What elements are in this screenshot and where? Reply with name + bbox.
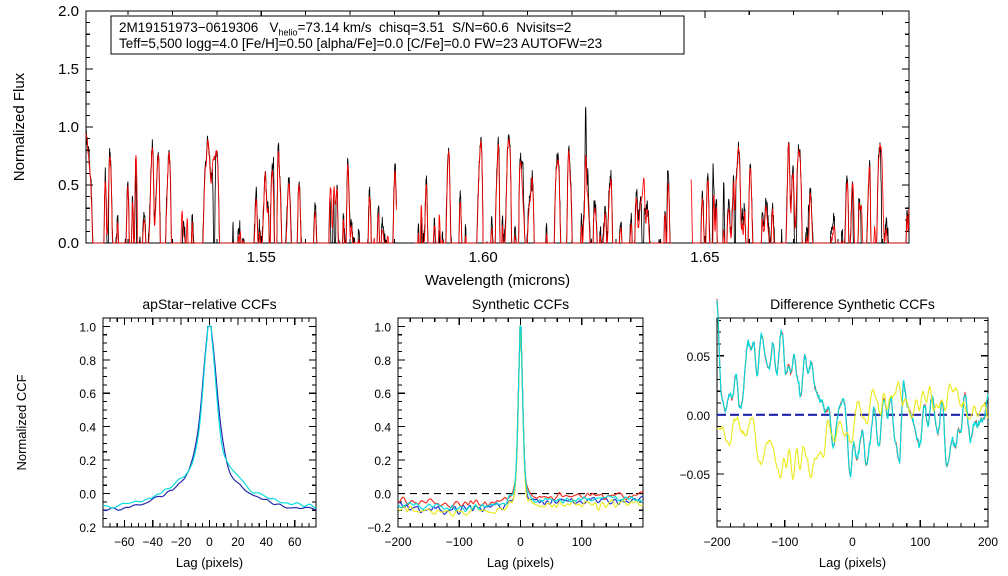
ccf1-xaxis-title: Lag (pixels)	[176, 555, 243, 570]
difference-synthetic-ccf-panel: −200 −100 0 100 200 −0.05 0.00 0.05 Lag (pixels)…	[680, 296, 999, 570]
y-tick-label: 1.0	[374, 320, 391, 334]
panel-frame	[716, 317, 989, 528]
ccf1-yaxis-title: Normalized CCF	[14, 374, 29, 470]
x-tick-label: 1.65	[690, 249, 719, 266]
y-tick-label: 0.6	[374, 387, 391, 401]
y-tick-label: 0.8	[79, 354, 96, 368]
y-tick-label: 0.5	[58, 177, 79, 194]
x-tick-label: 0	[517, 535, 524, 549]
y-tick-label: 0.6	[79, 387, 96, 401]
x-tick-label: −40	[143, 535, 164, 549]
spectrum-xaxis-title: Wavelength (microns)	[425, 272, 570, 289]
x-tick-label: 100	[572, 535, 592, 549]
ccf3-xaxis-title: Lag (pixels)	[819, 555, 886, 570]
synthetic-ccf-panel: −200 −100 0 100 −0.2 0.0 0.2 0.4 0.6 0.8 1.0 Lag (p…	[367, 296, 644, 570]
ccf2-title: Synthetic CCFs	[472, 296, 569, 312]
x-tick-label: −60	[114, 535, 135, 549]
spectrum-panel: 1.55 1.60 1.65 0.0 0.5 1.0 1.5 2.0 Wavelength (m…	[11, 3, 910, 289]
y-tick-label: 0.2	[374, 454, 391, 468]
spectrum-series-synthetic	[85, 133, 910, 244]
y-tick-label: 0.05	[687, 350, 711, 364]
y-tick-label: 0.00	[687, 409, 711, 423]
ccf2-xaxis-title: Lag (pixels)	[487, 555, 554, 570]
x-tick-label: −20	[171, 535, 192, 549]
y-tick-label: 0.0	[79, 488, 96, 502]
y-tick-label: −0.05	[680, 468, 711, 482]
y-tick-label: 0.4	[79, 421, 96, 435]
y-tick-label: 1.0	[58, 119, 79, 136]
x-tick-label: 1.55	[247, 249, 276, 266]
x-tick-label: 60	[288, 535, 302, 549]
x-tick-label: 200	[978, 535, 998, 549]
y-tick-label: 0.8	[374, 354, 391, 368]
x-tick-label: 0	[849, 535, 856, 549]
panel-frame	[397, 317, 644, 528]
x-tick-label: 20	[231, 535, 245, 549]
x-tick-label: 0	[206, 535, 213, 549]
x-tick-label: 1.60	[468, 249, 497, 266]
x-tick-label: −200	[384, 535, 411, 549]
y-tick-label: 1.0	[79, 320, 96, 334]
annotation-line-1: 2M19151973−0619306 Vhelio=73.14 km/s chi…	[119, 20, 571, 38]
y-tick-label: 2.0	[58, 3, 79, 20]
ccf1-title: apStar−relative CCFs	[142, 296, 276, 312]
x-tick-label: −200	[703, 535, 730, 549]
panel-frame	[102, 317, 317, 528]
annotation-box	[110, 15, 685, 55]
y-tick-label: 1.5	[58, 61, 79, 78]
y-tick-label: −0.2	[367, 521, 391, 535]
y-tick-label: 0.2	[79, 521, 96, 535]
ccf3-title: Difference Synthetic CCFs	[770, 296, 935, 312]
x-tick-label: 40	[260, 535, 274, 549]
y-tick-label: 0.0	[374, 488, 391, 502]
x-tick-label: −100	[771, 535, 798, 549]
y-tick-label: 0.0	[58, 235, 79, 252]
x-tick-label: −100	[446, 535, 473, 549]
y-tick-label: 0.4	[374, 421, 391, 435]
apstar-relative-ccf-panel: −60 −40 −20 0 20 40 60 0.2 0.0 0.2 0.4 0.6 0.8 1.0 Lag…	[14, 296, 317, 570]
spectrum-series-observed	[85, 106, 910, 245]
annotation-line-2: Teff=5,500 logg=4.0 [Fe/H]=0.50 [alpha/F…	[119, 36, 602, 51]
x-tick-label: 100	[910, 535, 930, 549]
y-tick-label: 0.2	[79, 454, 96, 468]
spectrum-yaxis-title: Normalized Flux	[11, 72, 28, 181]
